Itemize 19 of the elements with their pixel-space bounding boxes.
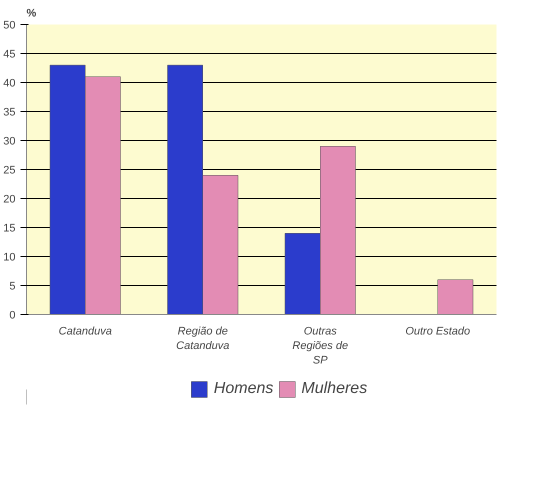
y-tick-label: 0 <box>9 310 16 322</box>
bar <box>438 279 474 314</box>
y-tick-label: 40 <box>3 78 16 90</box>
y-tick-label: 15 <box>3 222 16 234</box>
y-tick-label: 30 <box>3 136 16 148</box>
y-axis-title: % <box>26 8 36 20</box>
x-tick-label: Catanduva <box>58 326 112 338</box>
y-tick-label: 5 <box>9 280 16 292</box>
y-tick-label: 10 <box>3 252 16 264</box>
legend-label: Mulheres <box>301 380 368 398</box>
y-tick-label: 25 <box>3 164 16 176</box>
y-tick-label: 50 <box>3 20 16 32</box>
x-tick-label: Região de Catanduva <box>176 326 230 352</box>
legend-label: Homens <box>214 380 274 398</box>
y-tick-label: 45 <box>3 48 16 60</box>
y-tick-label: 20 <box>3 194 16 206</box>
y-tick-label: 35 <box>3 106 16 118</box>
x-tick-label: Outras Regiões de SP <box>292 326 348 366</box>
x-tick-label: Outro Estado <box>405 326 470 338</box>
